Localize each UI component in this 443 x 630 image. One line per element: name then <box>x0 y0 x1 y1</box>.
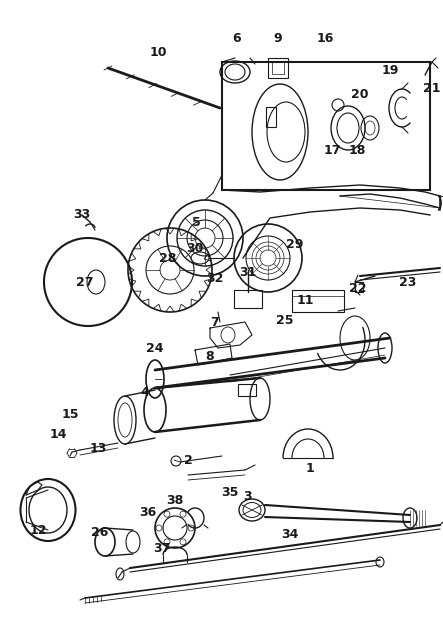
Text: 30: 30 <box>187 241 204 255</box>
Text: 28: 28 <box>159 251 177 265</box>
Text: 35: 35 <box>222 486 239 498</box>
Text: 36: 36 <box>140 505 157 518</box>
Text: 31: 31 <box>239 265 256 278</box>
Text: 34: 34 <box>281 529 299 542</box>
Text: 19: 19 <box>381 64 399 76</box>
Text: 16: 16 <box>316 32 334 45</box>
Text: 21: 21 <box>423 81 441 94</box>
Text: 7: 7 <box>210 316 219 328</box>
Text: 18: 18 <box>348 144 365 156</box>
Text: 24: 24 <box>146 341 164 355</box>
Text: 14: 14 <box>49 428 67 442</box>
Text: 12: 12 <box>29 524 47 537</box>
Text: 5: 5 <box>192 215 200 229</box>
Text: 33: 33 <box>74 209 91 222</box>
Text: 27: 27 <box>76 275 94 289</box>
Text: 23: 23 <box>399 275 417 289</box>
Text: 17: 17 <box>323 144 341 156</box>
Text: 9: 9 <box>274 32 282 45</box>
Text: 29: 29 <box>286 239 304 251</box>
Bar <box>268 58 288 78</box>
Text: 1: 1 <box>306 462 315 474</box>
Text: 10: 10 <box>149 45 167 59</box>
Text: 4: 4 <box>140 386 149 399</box>
Bar <box>272 62 284 74</box>
Text: 20: 20 <box>351 88 369 101</box>
Text: 32: 32 <box>206 272 224 285</box>
Text: 38: 38 <box>167 493 184 507</box>
Bar <box>234 290 262 308</box>
Text: 13: 13 <box>89 442 107 454</box>
Bar <box>266 107 276 127</box>
Text: 22: 22 <box>349 282 367 294</box>
Text: 11: 11 <box>296 294 314 307</box>
Text: 2: 2 <box>184 454 192 466</box>
Bar <box>238 384 256 396</box>
Bar <box>292 290 344 312</box>
Text: 8: 8 <box>206 350 214 362</box>
Bar <box>355 282 363 292</box>
Text: 25: 25 <box>276 314 294 326</box>
Text: 3: 3 <box>244 491 253 503</box>
Bar <box>222 62 430 190</box>
Text: 6: 6 <box>233 32 241 45</box>
Text: 37: 37 <box>153 542 171 554</box>
Text: 26: 26 <box>91 525 109 539</box>
Text: 15: 15 <box>61 408 79 421</box>
